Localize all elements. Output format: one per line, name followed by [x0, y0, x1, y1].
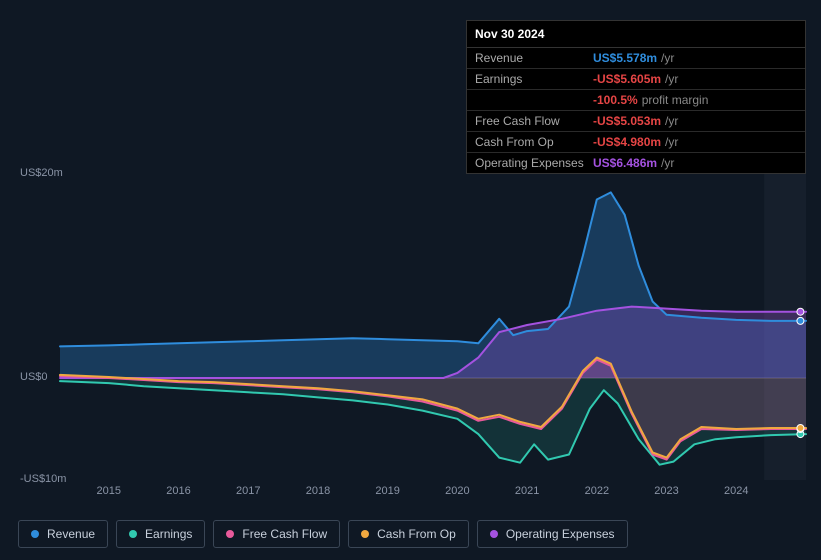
chart-svg — [16, 160, 806, 480]
legend-dot-icon — [490, 530, 498, 538]
tooltip-row-suffix: /yr — [665, 135, 678, 149]
legend-item[interactable]: Cash From Op — [348, 520, 469, 548]
tooltip-row-label: Earnings — [475, 72, 593, 86]
legend-dot-icon — [31, 530, 39, 538]
tooltip-row-label: Operating Expenses — [475, 156, 593, 170]
tooltip-row: RevenueUS$5.578m/yr — [467, 48, 805, 69]
x-axis-label: 2020 — [445, 485, 469, 497]
tooltip-row-value: -US$5.605m — [593, 72, 661, 86]
y-axis-label: US$0 — [20, 371, 48, 383]
tooltip-row-label: Revenue — [475, 51, 593, 65]
tooltip-row: Free Cash Flow-US$5.053m/yr — [467, 111, 805, 132]
legend-label: Operating Expenses — [506, 527, 615, 541]
legend-item[interactable]: Free Cash Flow — [213, 520, 340, 548]
tooltip-row-suffix: /yr — [661, 51, 674, 65]
x-axis-label: 2019 — [375, 485, 399, 497]
tooltip-row: -100.5% profit margin — [467, 90, 805, 111]
tooltip-row-value: US$6.486m — [593, 156, 657, 170]
tooltip-rows: RevenueUS$5.578m/yrEarnings-US$5.605m/yr… — [467, 48, 805, 173]
tooltip-row-suffix: /yr — [665, 114, 678, 128]
y-axis-label: -US$10m — [20, 473, 66, 485]
tooltip-row-value: -100.5% — [593, 93, 638, 107]
legend-dot-icon — [129, 530, 137, 538]
tooltip-row-suffix: /yr — [665, 72, 678, 86]
legend-label: Revenue — [47, 527, 95, 541]
x-axis-label: 2015 — [97, 485, 121, 497]
legend-label: Earnings — [145, 527, 192, 541]
x-axis-label: 2018 — [306, 485, 330, 497]
tooltip-row-value: -US$5.053m — [593, 114, 661, 128]
tooltip-row: Cash From Op-US$4.980m/yr — [467, 132, 805, 153]
x-axis-label: 2021 — [515, 485, 539, 497]
chart-tooltip: Nov 30 2024 RevenueUS$5.578m/yrEarnings-… — [466, 20, 806, 174]
financial-history-chart: US$20mUS$0-US$10m 2015201620172018201920… — [16, 160, 806, 480]
x-axis-label: 2016 — [166, 485, 190, 497]
legend-dot-icon — [361, 530, 369, 538]
legend-item[interactable]: Earnings — [116, 520, 205, 548]
tooltip-row-suffix: /yr — [661, 156, 674, 170]
legend-dot-icon — [226, 530, 234, 538]
tooltip-row-label: Cash From Op — [475, 135, 593, 149]
tooltip-row-label: Free Cash Flow — [475, 114, 593, 128]
tooltip-row: Earnings-US$5.605m/yr — [467, 69, 805, 90]
tooltip-date: Nov 30 2024 — [467, 21, 805, 48]
legend-label: Cash From Op — [377, 527, 456, 541]
tooltip-row-value: US$5.578m — [593, 51, 657, 65]
x-axis-label: 2022 — [585, 485, 609, 497]
tooltip-row-label — [475, 93, 593, 107]
tooltip-row: Operating ExpensesUS$6.486m/yr — [467, 153, 805, 173]
y-axis-label: US$20m — [20, 167, 63, 179]
legend-item[interactable]: Revenue — [18, 520, 108, 548]
legend-item[interactable]: Operating Expenses — [477, 520, 628, 548]
tooltip-row-value: -US$4.980m — [593, 135, 661, 149]
chart-legend: Revenue Earnings Free Cash Flow Cash From O… — [18, 520, 628, 548]
x-axis-label: 2024 — [724, 485, 748, 497]
tooltip-row-suffix: profit margin — [642, 93, 709, 107]
legend-label: Free Cash Flow — [242, 527, 327, 541]
x-axis-label: 2017 — [236, 485, 260, 497]
x-axis-label: 2023 — [654, 485, 678, 497]
